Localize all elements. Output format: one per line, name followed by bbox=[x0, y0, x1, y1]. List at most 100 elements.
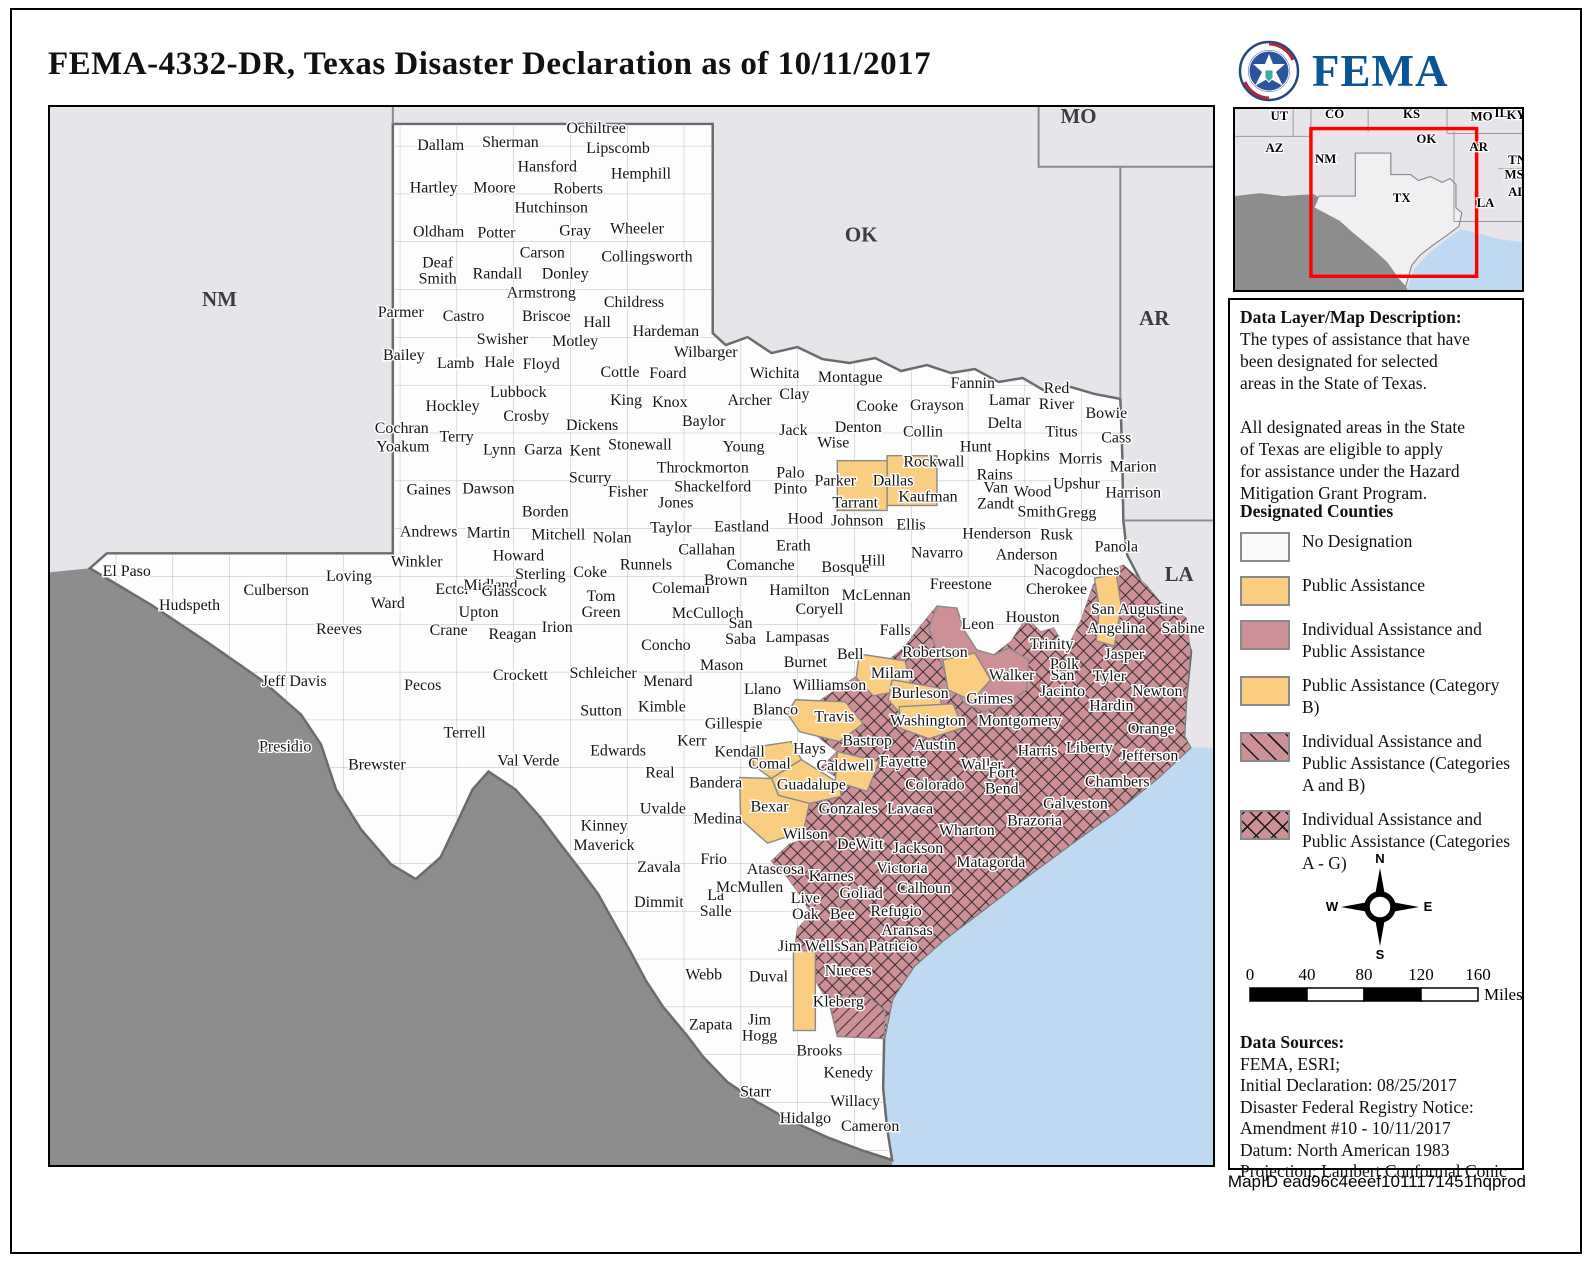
county-label: Blanco bbox=[753, 702, 798, 719]
county-label: Lampasas bbox=[766, 629, 830, 646]
county-label: Deaf Smith bbox=[419, 254, 457, 287]
county-label: Garza bbox=[524, 442, 562, 459]
county-label: Hardin bbox=[1089, 698, 1133, 715]
county-label: Moore bbox=[473, 180, 516, 197]
compass-rose: N S E W bbox=[1325, 851, 1435, 962]
inset-state-label: IL bbox=[1495, 109, 1509, 120]
county-label: Castro bbox=[443, 308, 485, 325]
county-label: Throckmorton bbox=[657, 460, 749, 477]
county-label: Bowie bbox=[1086, 405, 1128, 422]
county-label: La Salle bbox=[700, 887, 732, 920]
county-label: Foard bbox=[649, 365, 686, 382]
scale-segment bbox=[1363, 987, 1422, 1002]
county-label: Travis bbox=[814, 709, 854, 726]
county-label: Fort Bend bbox=[985, 764, 1019, 797]
county-label: Brewster bbox=[348, 756, 406, 773]
county-label: Ector bbox=[435, 581, 470, 598]
county-label: Rockwall bbox=[903, 454, 965, 471]
scale-segment bbox=[1249, 987, 1308, 1002]
county-label: Dickens bbox=[566, 417, 618, 434]
county-label: Presidio bbox=[259, 739, 311, 756]
county-label: Wheeler bbox=[610, 221, 665, 238]
county-label: Harris bbox=[1018, 743, 1058, 760]
inset-state-label: CO bbox=[1325, 109, 1344, 121]
county-label: Culberson bbox=[243, 582, 309, 599]
county-label: Cherokee bbox=[1026, 581, 1087, 598]
county-label: Caldwell bbox=[816, 757, 874, 774]
inset-state-label: TN bbox=[1508, 153, 1522, 167]
county-label: Carson bbox=[520, 244, 565, 261]
county-label: Schleicher bbox=[569, 665, 637, 682]
county-label: Lamb bbox=[437, 355, 474, 372]
county-label: Yoakum bbox=[376, 439, 430, 456]
county-label: Jim Hogg bbox=[742, 1012, 777, 1045]
county-label: Orange bbox=[1128, 721, 1175, 738]
county-label: Hockley bbox=[426, 398, 480, 415]
county-label: Reeves bbox=[316, 621, 362, 638]
inset-state-label: MO bbox=[1471, 110, 1493, 124]
scale-bar: 0 40 80 120 160 Miles bbox=[1238, 962, 1526, 1014]
description-heading: Data Layer/Map Description: bbox=[1240, 307, 1462, 327]
map-description: Data Layer/Map Description: The types of… bbox=[1240, 306, 1516, 526]
county-label: Gillespie bbox=[705, 716, 763, 733]
county-label: Montague bbox=[818, 369, 883, 386]
county-label: Goliad bbox=[840, 885, 883, 902]
county-san-augustine-fill bbox=[1093, 573, 1123, 647]
designated-regions bbox=[738, 454, 1191, 1040]
legend-swatch-pa bbox=[1240, 676, 1290, 706]
legend-title: Designated Counties bbox=[1240, 501, 1394, 521]
county-label: Dawson bbox=[462, 481, 514, 498]
county-label: Wood bbox=[1014, 484, 1052, 501]
county-label: Concho bbox=[641, 637, 691, 654]
county-label: Hutchinson bbox=[515, 200, 589, 217]
county-label: Liberty bbox=[1066, 740, 1113, 757]
scale-tick-label: 160 bbox=[1465, 965, 1491, 984]
county-label: Scurry bbox=[569, 470, 612, 487]
compass-east: E bbox=[1424, 899, 1433, 914]
county-label: McMullen bbox=[716, 879, 783, 896]
county-label: Frio bbox=[700, 851, 727, 868]
county-label: Henderson bbox=[962, 525, 1031, 542]
county-label: Aransas bbox=[881, 922, 932, 939]
scale-segment bbox=[1420, 987, 1479, 1002]
county-label: Lipscomb bbox=[586, 140, 650, 157]
inset-state-labels: UT CO KS MOILKY AZ NM OK AR TNMS AL TX LA bbox=[1264, 109, 1522, 211]
county-label: Kerr bbox=[677, 733, 707, 750]
scale-tick-label: 0 bbox=[1246, 965, 1255, 984]
county-jim-wells-fill bbox=[792, 950, 817, 1032]
county-label: Gray bbox=[559, 223, 591, 240]
region-public-assistance bbox=[738, 454, 1123, 1032]
county-label: Midland bbox=[463, 577, 517, 594]
county-label: Bee bbox=[830, 906, 855, 923]
fema-wordmark: FEMA bbox=[1312, 46, 1449, 96]
county-label: Collingsworth bbox=[601, 248, 692, 265]
scale-unit-label: Miles bbox=[1484, 985, 1523, 1004]
county-label: Panola bbox=[1095, 538, 1138, 555]
county-label: Jeff Davis bbox=[262, 673, 327, 690]
county-label: Refugio bbox=[870, 903, 921, 920]
county-label: Karnes bbox=[809, 868, 854, 885]
county-label: Llano bbox=[744, 681, 781, 698]
fema-logo: FEMA bbox=[1238, 40, 1448, 102]
county-label: Jim Wells bbox=[778, 938, 841, 955]
county-label: Atascosa bbox=[747, 861, 805, 878]
county-label: Cameron bbox=[841, 1118, 899, 1135]
legend-label: Individual Assistance and Public Assista… bbox=[1302, 619, 1482, 661]
map-id: MapID ead96c4eeef1011171451hqprod bbox=[1227, 1172, 1526, 1191]
county-label: Glasscock bbox=[482, 583, 548, 600]
state-label: MO bbox=[1060, 107, 1096, 128]
legend-item: Individual Assistance and Public Assista… bbox=[1240, 618, 1520, 662]
county-label: Stonewall bbox=[608, 437, 672, 454]
legend-swatch-iapa bbox=[1240, 620, 1290, 650]
county-label: Wharton bbox=[939, 822, 995, 839]
county-label: Fisher bbox=[608, 484, 649, 501]
county-label: Tom Green bbox=[582, 588, 621, 621]
county-label: Taylor bbox=[650, 519, 692, 536]
county-travis-fill bbox=[786, 699, 865, 743]
legend-swatch-pa bbox=[1240, 576, 1290, 606]
description-paragraph-2: All designated areas in the State of Tex… bbox=[1240, 417, 1465, 503]
inset-state-label: OK bbox=[1416, 132, 1436, 146]
texas-map-svg: NM OK MO AR LA Dallam Sherman Ochiltree Lipscom… bbox=[50, 107, 1213, 1165]
scale-tick-label: 80 bbox=[1356, 965, 1373, 984]
county-label: Bell bbox=[837, 646, 864, 663]
